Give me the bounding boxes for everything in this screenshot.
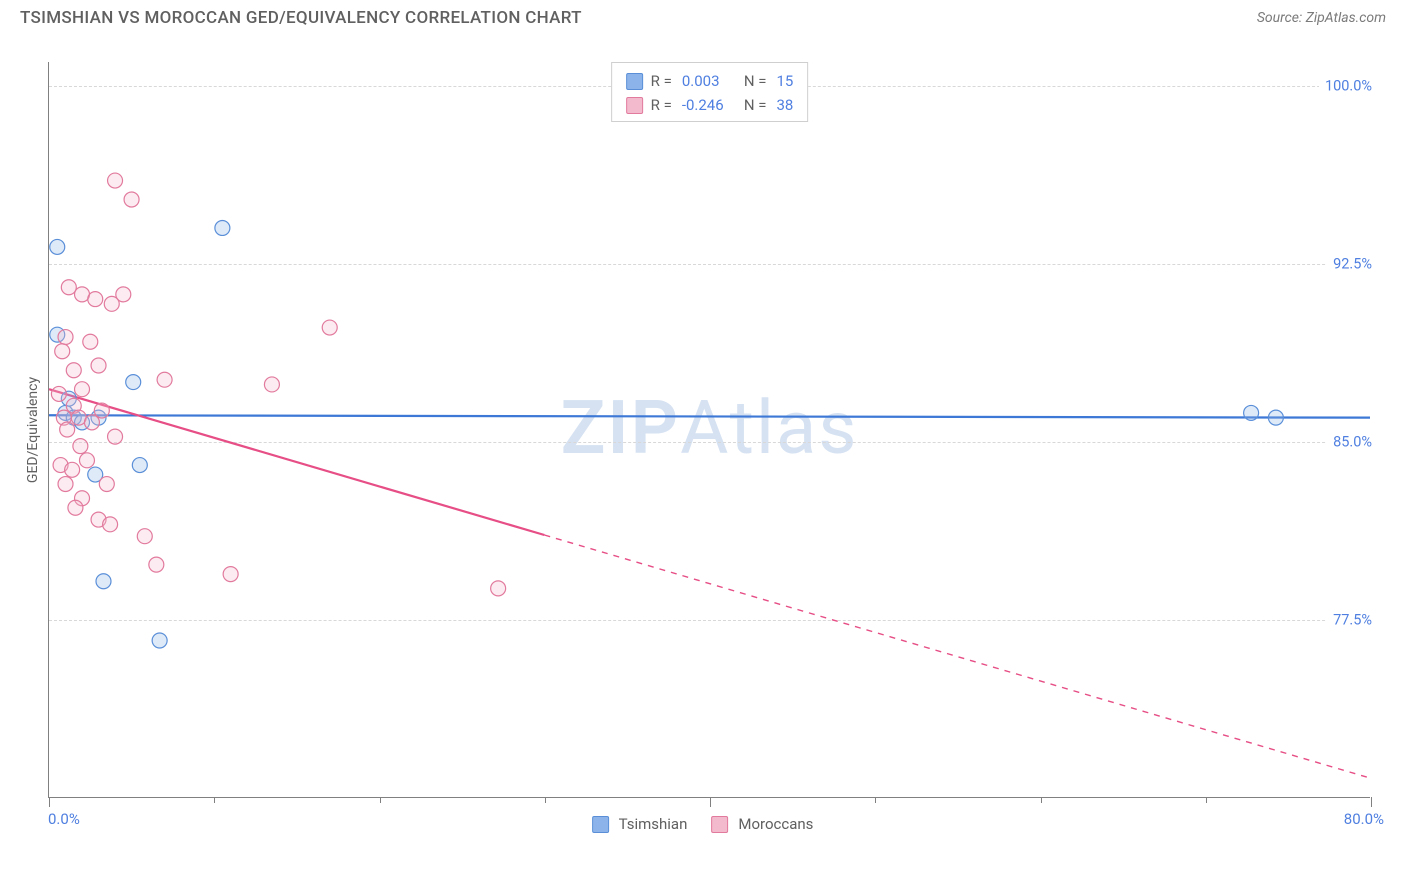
data-point-moroccans — [157, 372, 172, 387]
data-point-moroccans — [51, 386, 66, 401]
data-point-tsimshian — [96, 574, 111, 589]
trend-line-tsimshian — [49, 415, 1370, 417]
plot-area: ZIPAtlas 100.0%92.5%85.0%77.5% GED/Equiv… — [48, 62, 1370, 798]
legend-r-label: R = — [651, 69, 672, 93]
chart-title: TSIMSHIAN VS MOROCCAN GED/EQUIVALENCY CO… — [20, 8, 582, 28]
stats-legend-row: R = -0.246 N = 38 — [626, 93, 794, 117]
legend-series-name: Moroccans — [738, 815, 813, 833]
legend-n-value: 38 — [774, 93, 793, 117]
chart-header: TSIMSHIAN VS MOROCCAN GED/EQUIVALENCY CO… — [0, 0, 1406, 40]
stats-legend-row: R = 0.003 N = 15 — [626, 69, 794, 93]
x-tick — [875, 797, 876, 803]
data-point-tsimshian — [215, 220, 230, 235]
legend-n-label: N = — [744, 69, 767, 93]
x-tick — [1206, 797, 1207, 803]
data-point-moroccans — [88, 292, 103, 307]
x-tick — [1371, 797, 1372, 807]
data-point-moroccans — [103, 517, 118, 532]
x-axis-max-label: 80.0% — [1344, 810, 1384, 828]
legend-swatch — [626, 73, 643, 90]
data-point-moroccans — [99, 477, 114, 492]
legend-r-label: R = — [651, 93, 672, 117]
legend-r-value: 0.003 — [680, 69, 736, 93]
legend-n-label: N = — [744, 93, 767, 117]
data-point-moroccans — [68, 500, 83, 515]
x-tick — [49, 797, 50, 807]
data-point-moroccans — [83, 334, 98, 349]
data-point-tsimshian — [1268, 410, 1283, 425]
data-point-moroccans — [66, 363, 81, 378]
data-point-moroccans — [79, 453, 94, 468]
data-point-moroccans — [223, 567, 238, 582]
data-point-moroccans — [264, 377, 279, 392]
legend-swatch — [711, 816, 728, 833]
x-tick — [545, 797, 546, 803]
data-point-tsimshian — [1244, 405, 1259, 420]
y-axis-label: GED/Equivalency — [25, 376, 41, 482]
data-point-moroccans — [65, 462, 80, 477]
x-tick — [710, 797, 711, 807]
data-point-moroccans — [60, 422, 75, 437]
data-point-moroccans — [322, 320, 337, 335]
scatter-chart — [49, 62, 1370, 797]
trend-line-moroccans — [49, 389, 544, 535]
data-point-moroccans — [75, 382, 90, 397]
stats-legend: R = 0.003 N = 15 R = -0.246 N = 38 — [611, 62, 809, 122]
data-point-moroccans — [108, 429, 123, 444]
x-tick — [1041, 797, 1042, 803]
data-point-moroccans — [491, 581, 506, 596]
plot-container: ZIPAtlas 100.0%92.5%85.0%77.5% GED/Equiv… — [30, 44, 1386, 814]
series-legend: Tsimshian Moroccans — [592, 815, 828, 833]
data-point-tsimshian — [132, 458, 147, 473]
data-point-moroccans — [124, 192, 139, 207]
x-tick — [214, 797, 215, 803]
data-point-moroccans — [104, 296, 119, 311]
legend-n-value: 15 — [774, 69, 793, 93]
legend-swatch — [626, 97, 643, 114]
data-point-moroccans — [58, 477, 73, 492]
data-point-moroccans — [58, 330, 73, 345]
data-point-tsimshian — [126, 375, 141, 390]
legend-swatch — [592, 816, 609, 833]
x-axis-min-label: 0.0% — [48, 810, 80, 828]
data-point-moroccans — [84, 415, 99, 430]
data-point-tsimshian — [50, 239, 65, 254]
data-point-moroccans — [73, 439, 88, 454]
data-point-moroccans — [55, 344, 70, 359]
data-point-tsimshian — [152, 633, 167, 648]
data-point-moroccans — [61, 280, 76, 295]
data-point-moroccans — [108, 173, 123, 188]
data-point-moroccans — [137, 529, 152, 544]
data-point-moroccans — [149, 557, 164, 572]
x-tick — [380, 797, 381, 803]
data-point-moroccans — [91, 358, 106, 373]
source-attribution: Source: ZipAtlas.com — [1257, 10, 1386, 26]
legend-series-name: Tsimshian — [619, 815, 688, 833]
legend-r-value: -0.246 — [680, 93, 736, 117]
trend-line-dashed-moroccans — [544, 535, 1370, 778]
